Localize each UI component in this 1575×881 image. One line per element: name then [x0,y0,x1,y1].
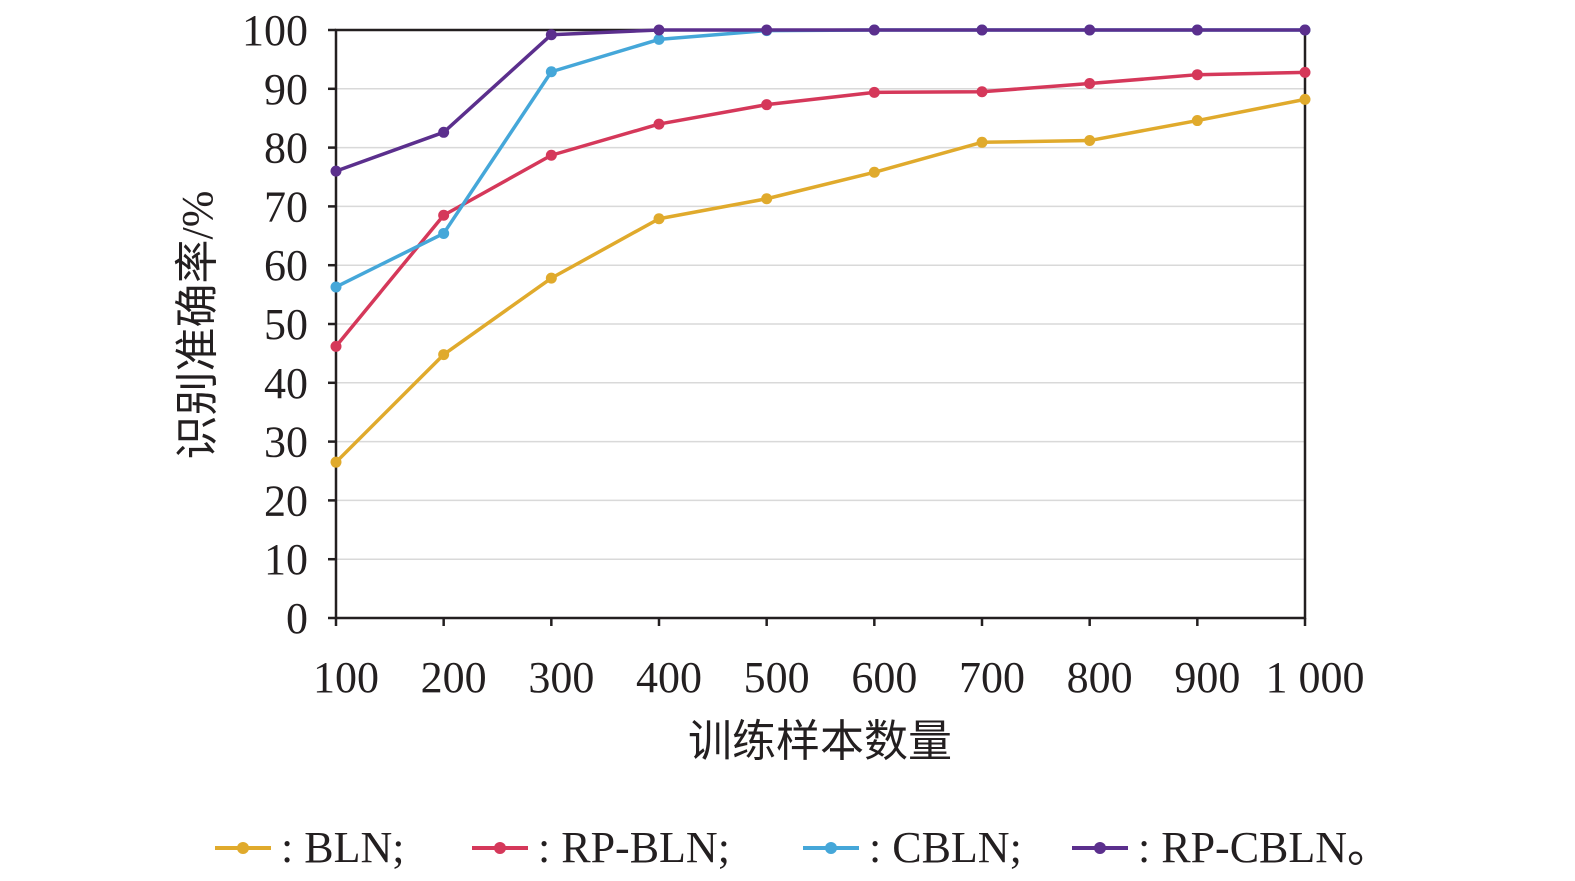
data-point [868,24,880,36]
y-tick-label: 0 [286,594,308,643]
data-point [1299,66,1311,78]
y-axis-ticks: 0 10 20 30 40 50 60 70 80 90 100 [242,6,336,643]
series-line [335,28,1305,289]
data-point [868,86,880,98]
x-axis-title: 训练样本数量 [688,717,952,766]
legend-item: : BLN; [215,823,404,872]
grid-lines [336,88,1305,560]
x-tick-label: 500 [744,653,810,702]
data-point [761,99,773,111]
x-tick-label: 300 [528,653,594,702]
data-point [438,349,450,361]
data-point [653,33,665,45]
y-tick-label: 90 [264,65,308,114]
data-point [1191,115,1203,127]
series-line [335,28,1305,173]
legend-label: : RP-CBLN。 [1138,823,1391,872]
series-line [334,97,1306,464]
x-tick-label: 800 [1067,653,1133,702]
data-point [545,149,557,161]
legend-swatch-marker [1094,842,1106,854]
data-point [761,24,773,36]
data-point [976,136,988,148]
series-4 [330,24,1311,177]
x-tick-label: 400 [636,653,702,702]
data-point [545,29,557,41]
data-point [761,193,773,205]
data-point [330,281,342,293]
data-point [438,126,450,138]
y-tick-label: 80 [264,124,308,173]
y-tick-label: 10 [264,535,308,584]
data-point [1191,24,1203,36]
data-point [545,272,557,284]
legend-label: : BLN; [281,823,404,872]
data-point [976,24,988,36]
legend-swatch-marker [494,842,506,854]
y-tick-label: 50 [264,300,308,349]
data-point [1299,24,1311,36]
data-point [1299,93,1311,105]
series-lines [330,24,1311,468]
x-tick-label: 200 [421,653,487,702]
y-tick-label: 70 [264,182,308,231]
series-1 [330,93,1311,468]
data-point [868,166,880,178]
data-point [1191,69,1203,81]
legend-item: : CBLN; [803,823,1022,872]
y-tick-label: 60 [264,241,308,290]
legend-swatch-marker [237,842,249,854]
y-tick-label: 20 [264,476,308,525]
data-point [330,165,342,177]
data-point [653,213,665,225]
series-2 [330,66,1311,352]
data-point [1084,135,1096,147]
x-axis-ticks: 100 200 300 400 500 600 700 800 900 1 000 [313,618,1365,702]
data-point [438,227,450,239]
data-point [1084,78,1096,90]
data-point [545,66,557,78]
data-point [330,456,342,468]
series-line [334,70,1306,348]
data-point [653,118,665,130]
data-point [330,340,342,352]
series-3 [330,24,1311,293]
y-tick-label: 100 [242,6,308,55]
x-tick-label: 700 [959,653,1025,702]
x-tick-label: 100 [313,653,379,702]
data-point [976,86,988,98]
data-point [653,24,665,36]
y-axis-title: 识别准确率/% [173,191,222,460]
y-tick-label: 40 [264,359,308,408]
y-tick-label: 30 [264,418,308,467]
x-tick-label: 600 [851,653,917,702]
x-tick-label: 900 [1174,653,1240,702]
x-tick-label: 1 000 [1266,653,1365,702]
legend-label: : CBLN; [869,823,1022,872]
legend-item: : RP-BLN; [472,823,730,872]
data-point [1084,24,1096,36]
legend-swatch-marker [825,842,837,854]
legend: : BLN; : RP-BLN; : CBLN; : RP-CBLN。 [215,823,1391,872]
legend-label: : RP-BLN; [538,823,730,872]
data-point [438,209,450,221]
legend-item: : RP-CBLN。 [1072,823,1391,872]
